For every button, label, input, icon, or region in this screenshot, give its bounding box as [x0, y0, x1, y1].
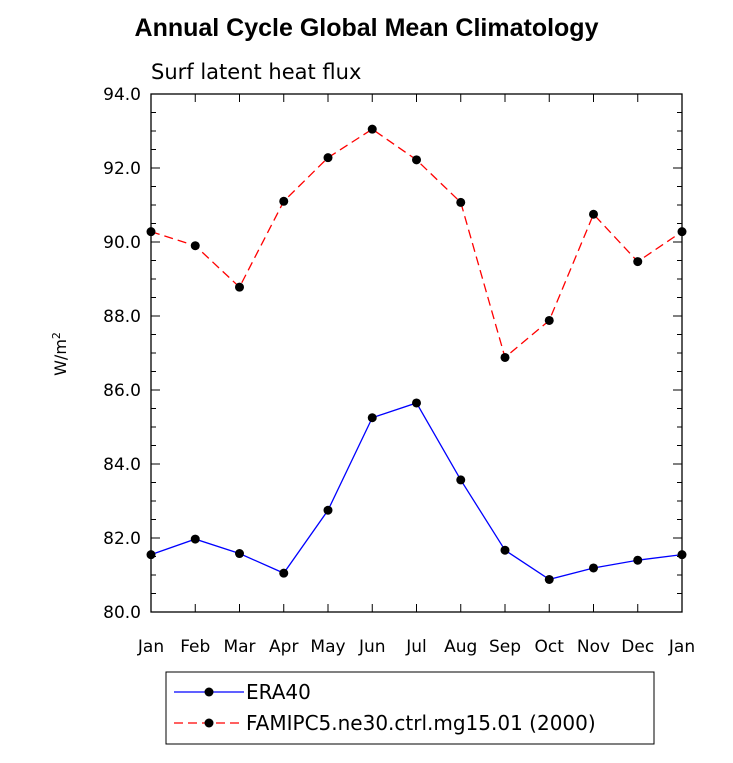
- data-point: [500, 545, 510, 555]
- y-tick-label: 84.0: [103, 455, 141, 475]
- data-point: [633, 257, 643, 267]
- data-point: [544, 315, 554, 325]
- data-point: [323, 505, 333, 515]
- x-tick-labels: Jan Feb Mar Apr May Jun Jul Aug Sep Oct Nov Dec Jan: [137, 637, 695, 657]
- x-tick-label: May: [310, 637, 345, 657]
- data-point: [412, 398, 421, 408]
- data-point: [279, 568, 289, 578]
- x-tick-label: Mar: [223, 637, 255, 657]
- chart-title: Annual Cycle Global Mean Climatology: [134, 14, 599, 42]
- data-point: [146, 227, 156, 237]
- y-tick-label: 88.0: [103, 307, 141, 327]
- y-tick-label: 92.0: [103, 159, 141, 179]
- data-point: [367, 124, 377, 134]
- x-tick-label: Dec: [621, 637, 654, 657]
- x-tick-label: Jun: [358, 637, 386, 657]
- x-tick-label: Jan: [668, 637, 695, 657]
- x-tick-label: Oct: [535, 637, 565, 657]
- series-lines: [146, 124, 687, 584]
- legend-marker: [204, 687, 214, 697]
- y-tick-label: 94.0: [103, 85, 141, 105]
- x-tick-label: Aug: [444, 637, 477, 657]
- series-line-0: [150, 402, 683, 581]
- x-tick-label: Jan: [137, 637, 164, 657]
- y-tick-label: 80.0: [103, 603, 141, 623]
- data-point: [146, 550, 156, 560]
- data-point: [279, 196, 289, 206]
- legend-box: [165, 671, 655, 745]
- data-point: [544, 574, 554, 584]
- data-point: [235, 282, 244, 292]
- legend-label: ERA40: [246, 680, 311, 704]
- y-tick-labels: 80.0 82.0 84.0 86.0 88.0 90.0 92.0 94.0: [103, 85, 141, 623]
- data-point: [323, 153, 333, 163]
- plot-axes: [150, 93, 683, 613]
- y-tick-label: 90.0: [103, 233, 141, 253]
- data-point: [500, 352, 510, 362]
- y-tick-label: 82.0: [103, 529, 141, 549]
- x-tick-label: Feb: [180, 637, 210, 657]
- x-tick-label: Sep: [489, 637, 521, 657]
- plot-frame: [150, 93, 683, 613]
- y-tick-label: 86.0: [103, 381, 141, 401]
- data-point: [589, 209, 598, 219]
- data-point: [456, 197, 466, 207]
- chart-subtitle: Surf latent heat flux: [151, 60, 361, 84]
- legend: ERA40 FAMIPC5.ne30.ctrl.mg15.01 (2000): [165, 671, 655, 745]
- data-point: [677, 227, 687, 237]
- x-tick-label: Nov: [577, 637, 610, 657]
- data-point: [190, 534, 200, 544]
- data-point: [412, 155, 421, 165]
- data-point: [235, 549, 244, 559]
- data-point: [456, 475, 466, 485]
- data-point: [190, 241, 200, 251]
- legend-marker: [204, 718, 214, 728]
- data-point: [677, 550, 687, 560]
- data-point: [367, 413, 377, 423]
- data-point: [633, 555, 643, 565]
- data-point: [589, 563, 598, 573]
- legend-label: FAMIPC5.ne30.ctrl.mg15.01 (2000): [246, 711, 596, 735]
- x-tick-label: Jul: [405, 637, 427, 657]
- y-axis-label: W/m2: [50, 332, 70, 376]
- x-tick-label: Apr: [269, 637, 298, 657]
